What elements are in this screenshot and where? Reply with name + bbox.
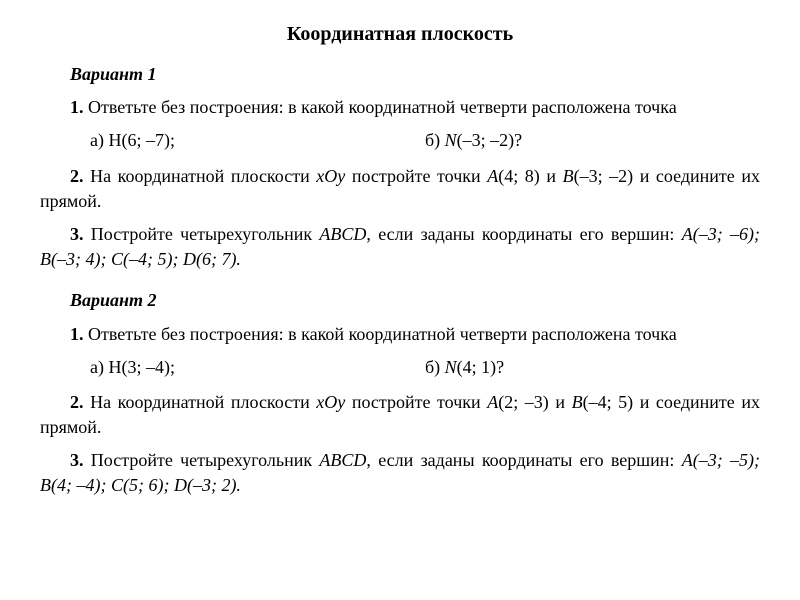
point-A-label: A	[487, 392, 498, 412]
task-number: 1.	[70, 324, 84, 344]
A-coords: (2; –3) и	[498, 392, 571, 412]
variant1-task1-points: а) H(6; –7); б) N(–3; –2)?	[90, 128, 760, 153]
task-text-mid: , если заданы координаты его вершин:	[366, 450, 681, 470]
xoy-label: xOy	[316, 166, 345, 186]
task-number: 3.	[70, 450, 84, 470]
task-number: 3.	[70, 224, 84, 244]
task-text: Ответьте без построения: в какой координ…	[84, 324, 677, 344]
point-b: б) N(4; 1)?	[425, 355, 760, 380]
point-b: б) N(–3; –2)?	[425, 128, 760, 153]
task-text-mid: постройте точки	[345, 166, 487, 186]
variant2-task1: 1. Ответьте без построения: в какой коор…	[40, 322, 760, 347]
task-number: 2.	[70, 392, 84, 412]
variant1-header: Вариант 1	[70, 62, 760, 87]
variant2-header: Вариант 2	[70, 288, 760, 313]
variant1-task2: 2. На координатной плоскости xOy построй…	[40, 164, 760, 214]
variant2-task1-points: а) H(3; –4); б) N(4; 1)?	[90, 355, 760, 380]
task-text-mid: постройте точки	[345, 392, 487, 412]
point-B-label: B	[563, 166, 574, 186]
page-title: Координатная плоскость	[40, 20, 760, 48]
abcd-label: ABCD	[319, 224, 366, 244]
variant2-task3: 3. Постройте четырехугольник ABCD, если …	[40, 448, 760, 498]
point-B-label: B	[572, 392, 583, 412]
variant2-task2: 2. На координатной плоскости xOy построй…	[40, 390, 760, 440]
xoy-label: xOy	[316, 392, 345, 412]
task-text: Ответьте без построения: в какой координ…	[84, 97, 677, 117]
A-coords: (4; 8) и	[498, 166, 562, 186]
point-A-label: A	[487, 166, 498, 186]
task-number: 2.	[70, 166, 84, 186]
task-text-before: Постройте четырехугольник	[84, 224, 320, 244]
task-number: 1.	[70, 97, 84, 117]
point-a: а) H(3; –4);	[90, 355, 425, 380]
task-text-mid: , если заданы координаты его вершин:	[366, 224, 681, 244]
variant1-task1: 1. Ответьте без построения: в какой коор…	[40, 95, 760, 120]
task-text-before: Постройте четырехугольник	[84, 450, 320, 470]
point-a: а) H(6; –7);	[90, 128, 425, 153]
task-text-before: На координатной плоскости	[84, 392, 317, 412]
abcd-label: ABCD	[319, 450, 366, 470]
task-text-before: На координатной плоскости	[84, 166, 317, 186]
variant1-task3: 3. Постройте четырехугольник ABCD, если …	[40, 222, 760, 272]
